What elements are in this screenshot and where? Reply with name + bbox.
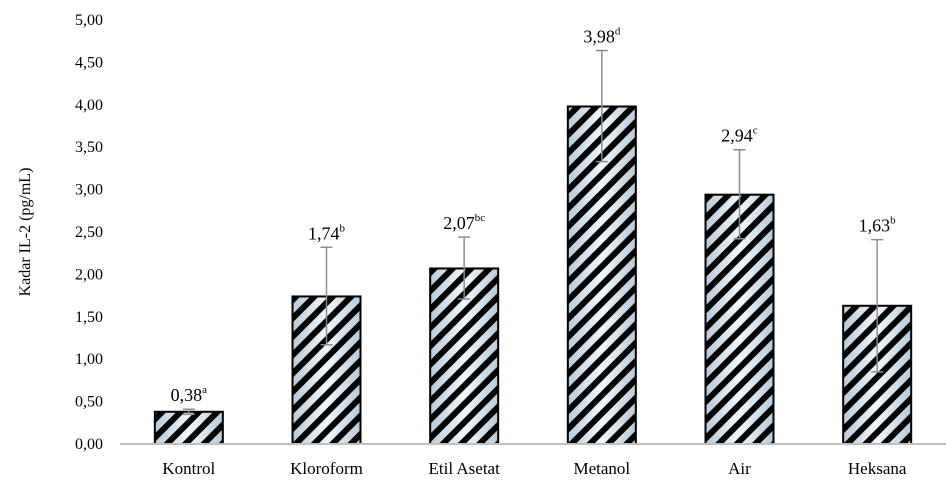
y-tick-label: 3,00 <box>75 182 103 199</box>
bar-hatch <box>154 411 223 444</box>
x-tick-label: Metanol <box>574 459 631 478</box>
y-tick-label: 0,00 <box>75 436 103 453</box>
x-tick-label: Air <box>728 459 751 478</box>
data-label: 1,63b <box>859 215 897 236</box>
x-tick-label: Etil Asetat <box>429 459 501 478</box>
y-axis-title: Kadar IL-2 (pg/mL) <box>17 168 34 297</box>
y-tick-label: 4,50 <box>75 54 103 71</box>
error-bars-group <box>182 49 884 416</box>
data-label: 1,74b <box>308 222 346 243</box>
data-label: 3,98d <box>583 26 621 47</box>
x-tick-label: Kloroform <box>290 459 363 478</box>
y-tick-label: 1,50 <box>75 309 103 326</box>
y-tick-label: 2,50 <box>75 224 103 241</box>
x-tick-label: Heksana <box>848 459 907 478</box>
data-label: 0,38a <box>171 384 208 405</box>
category-labels-group: Kontrol Kloroform Etil Asetat Metanol Air Hek… <box>162 459 906 478</box>
x-tick-label: Kontrol <box>162 459 215 478</box>
bars-group <box>153 105 913 445</box>
y-tick-label: 4,00 <box>75 97 103 114</box>
bar-hatch <box>567 106 636 444</box>
data-label: 2,07bc <box>443 212 485 233</box>
y-axis-ticks: 0,00 0,50 1,00 1,50 2,00 2,50 3,00 3,50 4,00 4,50… <box>75 12 103 453</box>
data-labels-group: 0,38a 1,74b 2,07bc 3,98d 2,94c 1,63b <box>171 26 897 406</box>
y-tick-label: 0,50 <box>75 394 103 411</box>
y-tick-label: 2,00 <box>75 266 103 283</box>
y-tick-label: 1,00 <box>75 351 103 368</box>
data-label: 2,94c <box>721 125 758 146</box>
y-tick-label: 5,00 <box>75 12 103 29</box>
y-tick-label: 3,50 <box>75 139 103 156</box>
